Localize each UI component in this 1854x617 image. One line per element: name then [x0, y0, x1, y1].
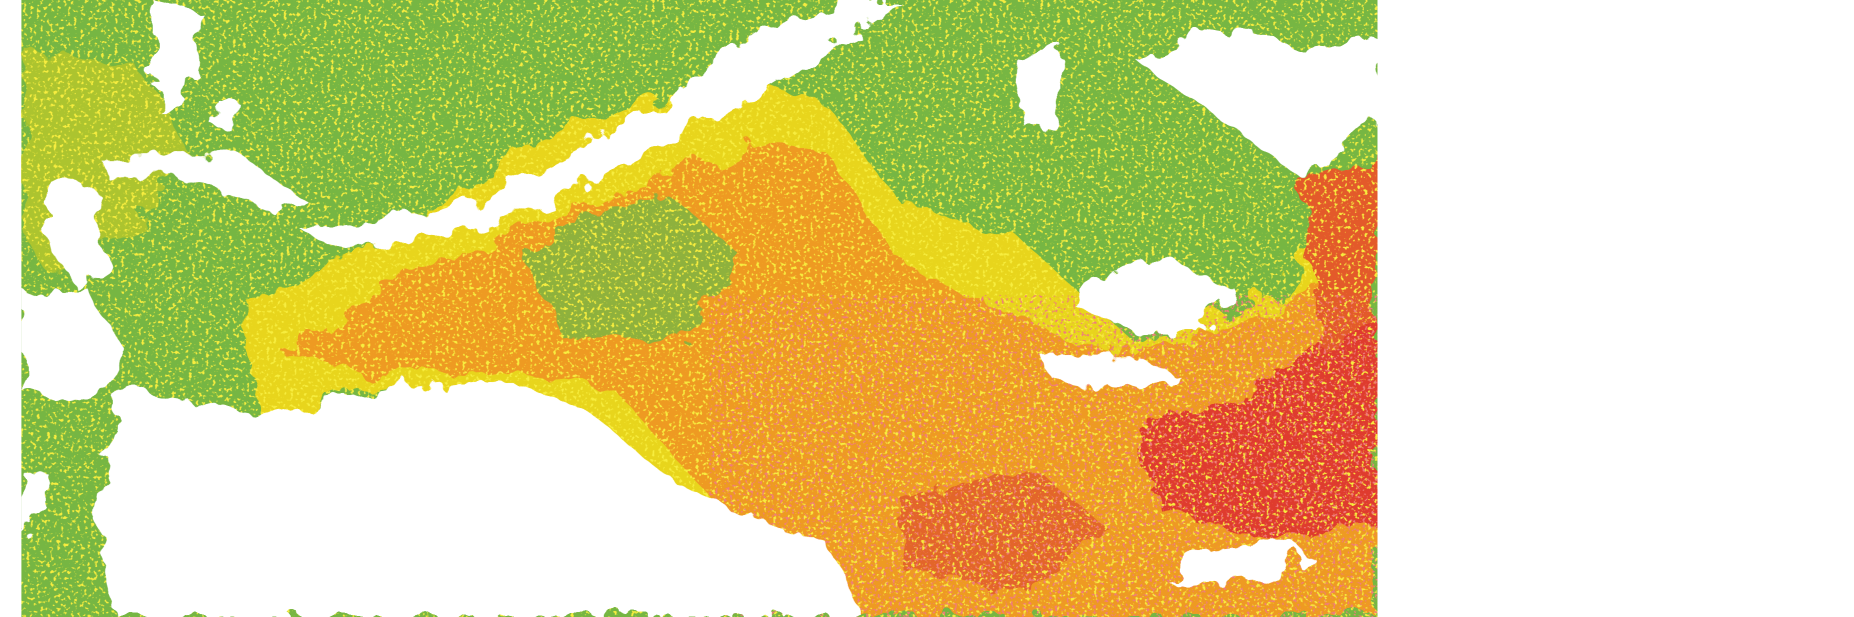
- no-data-areas: [21, 0, 1378, 617]
- map-layer: [21, 0, 1378, 617]
